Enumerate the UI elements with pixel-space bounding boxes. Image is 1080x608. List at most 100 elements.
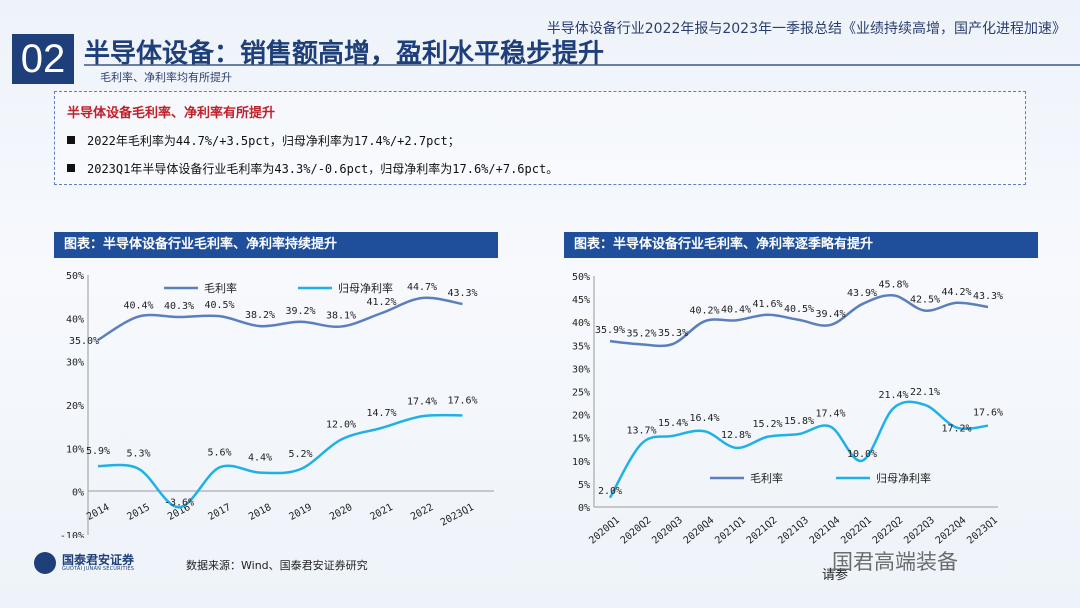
summary-bullet: 2022年毛利率为44.7%/+3.5pct，归母净利率为17.4%/+2.7p…: [67, 132, 460, 149]
data-label: 39.2%: [285, 306, 315, 317]
x-tick-label: 2014: [85, 502, 111, 523]
data-label: 38.1%: [326, 311, 356, 322]
data-label: -3.6%: [164, 497, 194, 508]
x-tick-label: 2022: [409, 502, 435, 523]
y-tick-label: 0%: [578, 503, 590, 514]
y-tick-label: 40%: [572, 318, 590, 329]
data-label: 5.2%: [288, 449, 312, 460]
x-tick-label: 2023Q1: [965, 515, 1000, 547]
legend-label: 毛利率: [204, 281, 237, 295]
x-tick-label: 2022Q1: [839, 515, 874, 547]
data-label: 13.7%: [626, 426, 656, 437]
x-tick-label: 2020Q1: [587, 515, 622, 547]
x-tick-label: 2019: [287, 502, 313, 523]
x-tick-label: 2023Q1: [439, 502, 476, 529]
y-tick-label: -10%: [60, 531, 84, 538]
x-tick-label: 2015: [125, 502, 151, 523]
data-label: 16.4%: [689, 413, 719, 424]
data-label: 44.2%: [941, 287, 971, 298]
y-tick-label: 45%: [572, 295, 590, 306]
data-source: 数据来源：Wind、国泰君安证券研究: [186, 559, 368, 572]
series-line-net-margin: [97, 413, 463, 509]
x-tick-label: 2020Q3: [650, 515, 685, 547]
data-label: 17.6%: [447, 395, 477, 406]
section-number-badge: 02: [12, 34, 74, 84]
bullet-square-icon: [67, 136, 75, 144]
y-tick-label: 15%: [572, 434, 590, 445]
chart-right-title: 图表：半导体设备行业毛利率、净利率逐季略有提升: [564, 232, 1038, 258]
top-accent-bar: [0, 0, 1080, 8]
data-label: 35.3%: [658, 328, 688, 339]
y-tick-label: 50%: [572, 272, 590, 283]
quarterly-margin-chart: 0% 5% 10% 15% 20% 25% 30% 35% 40% 45% 50% 2020Q1 202…: [572, 272, 1003, 547]
series-line-gross-margin: [609, 294, 989, 348]
y-tick-label: 30%: [572, 364, 590, 375]
data-label: 10.0%: [847, 449, 877, 460]
data-label: 40.4%: [123, 301, 153, 312]
y-tick-label: 20%: [572, 411, 590, 422]
data-label: 40.5%: [204, 300, 234, 311]
data-label: 41.2%: [366, 297, 396, 308]
summary-bullet-text: 2022年毛利率为44.7%/+3.5pct，归母净利率为17.4%/+2.7p…: [87, 134, 460, 148]
data-label: 40.2%: [689, 305, 719, 316]
data-label: 35.2%: [626, 328, 656, 339]
y-tick-label: 5%: [578, 480, 590, 491]
x-tick-label: 2022Q2: [871, 515, 906, 547]
series-line-net-margin: [608, 400, 989, 499]
x-tick-label: 2021: [368, 502, 394, 523]
y-tick-label: 0%: [72, 488, 84, 499]
annual-margin-chart: -10%0%10%20%30%40%50%2014 2015 2016 2017 201…: [60, 271, 494, 538]
y-tick-label: 10%: [66, 444, 84, 455]
data-label: 5.9%: [86, 446, 110, 457]
company-logo: 国泰君安证券 GUOTAI JUNAN SECURITIES: [34, 552, 134, 574]
report-title: 半导体设备行业2022年报与2023年一季报总结《业绩持续高增，国产化进程加速》: [546, 21, 1066, 37]
data-label: 4.4%: [248, 453, 272, 464]
data-label: 17.2%: [941, 424, 971, 435]
y-tick-label: 25%: [572, 388, 590, 399]
data-label: 21.4%: [878, 390, 908, 401]
data-label: 15.4%: [658, 418, 688, 429]
x-tick-label: 2021Q1: [713, 515, 748, 547]
legend-label: 归母净利率: [338, 281, 393, 295]
x-tick-label: 2017: [206, 502, 232, 523]
data-label: 43.3%: [973, 291, 1003, 302]
data-label: 41.6%: [752, 299, 782, 310]
legend-label: 归母净利率: [876, 471, 931, 485]
data-label: 17.4%: [407, 396, 437, 407]
data-label: 14.7%: [366, 408, 396, 419]
data-label: 15.2%: [752, 419, 782, 430]
series-line-gross-margin: [97, 296, 463, 342]
y-tick-label: 50%: [66, 271, 84, 282]
data-label: 12.8%: [721, 430, 751, 441]
data-label: 22.1%: [910, 387, 940, 398]
data-label: 17.6%: [973, 408, 1003, 419]
x-tick-label: 2022Q3: [902, 515, 937, 547]
y-tick-label: 35%: [572, 341, 590, 352]
logo-text-cn: 国泰君安证券: [62, 553, 135, 567]
data-label: 35.9%: [595, 325, 625, 336]
x-tick-label: 2020Q4: [682, 515, 717, 547]
data-label: 43.9%: [847, 288, 877, 299]
data-label: 35.0%: [69, 336, 99, 347]
data-label: 40.5%: [784, 304, 814, 315]
y-tick-label: 30%: [66, 358, 84, 369]
summary-box: 半导体设备毛利率、净利率有所提升 2022年毛利率为44.7%/+3.5pct，…: [54, 91, 1026, 185]
data-label: 17.4%: [815, 409, 845, 420]
x-tick-label: 2021Q4: [808, 515, 843, 547]
disclaimer-text: 请参: [822, 568, 849, 583]
x-tick-label: 2021Q2: [745, 515, 780, 547]
bullet-square-icon: [67, 164, 75, 172]
logo-text-en: GUOTAI JUNAN SECURITIES: [62, 566, 135, 572]
x-tick-label: 2021Q3: [776, 515, 811, 547]
y-tick-label: 10%: [572, 457, 590, 468]
y-tick-label: 20%: [66, 401, 84, 412]
title-divider: [84, 64, 1080, 66]
data-label: 40.3%: [164, 301, 194, 312]
summary-bullet: 2023Q1年半导体设备行业毛利率为43.3%/-0.6pct，归母净利率为17…: [67, 160, 558, 177]
y-tick-label: 40%: [66, 314, 84, 325]
legend-label: 毛利率: [750, 471, 783, 485]
data-label: 44.7%: [407, 282, 437, 293]
summary-bullet-text: 2023Q1年半导体设备行业毛利率为43.3%/-0.6pct，归母净利率为17…: [87, 162, 559, 176]
logo-mark-icon: [34, 552, 56, 574]
data-label: 12.0%: [326, 420, 356, 431]
